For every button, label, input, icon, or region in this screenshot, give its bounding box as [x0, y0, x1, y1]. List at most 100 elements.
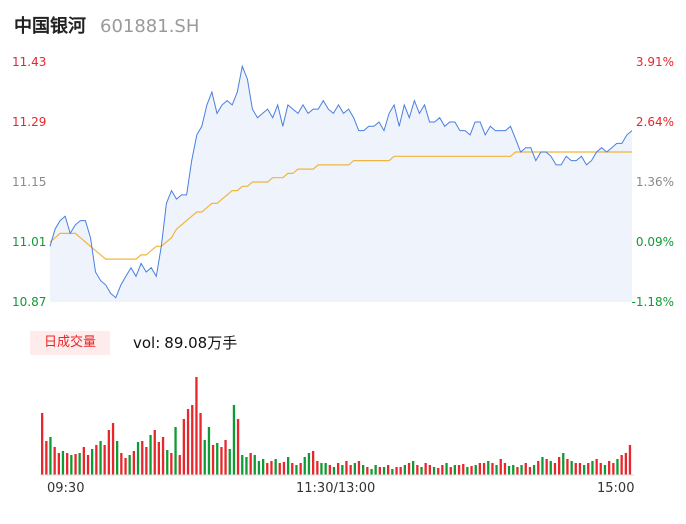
volume-bars [41, 377, 632, 475]
volume-bar [228, 449, 231, 475]
volume-bar [124, 458, 127, 475]
volume-bar [182, 419, 185, 475]
volume-bar [370, 469, 373, 475]
volume-bar [332, 467, 336, 475]
price-tick-4: 11.01 [12, 235, 47, 249]
volume-bar [307, 453, 311, 475]
time-label-open: 09:30 [47, 481, 85, 496]
volume-bar [366, 467, 369, 475]
volume-bar [145, 447, 148, 475]
volume-bar [612, 463, 615, 475]
pct-tick-1: 3.91% [635, 55, 674, 69]
volume-bar [45, 441, 48, 475]
time-label-midday: 11:30/13:00 [296, 481, 376, 496]
volume-bar [153, 430, 156, 475]
volume-bar [128, 455, 131, 475]
volume-bar [437, 468, 440, 475]
volume-bar [120, 453, 123, 475]
volume-bar [186, 409, 190, 475]
volume-bar [503, 463, 507, 475]
volume-bar [61, 451, 65, 475]
volume-bar [387, 465, 390, 475]
price-line [49, 64, 633, 299]
volume-bar [499, 459, 502, 475]
volume-bar [211, 445, 215, 475]
volume-bar [382, 467, 386, 475]
volume-bar [178, 455, 181, 475]
volume-bar [41, 413, 44, 475]
volume-bar [266, 463, 269, 475]
volume-bar [232, 405, 236, 475]
volume-bar [245, 457, 248, 475]
volume-bar [403, 465, 406, 475]
volume-bar [432, 467, 436, 475]
volume-bar [495, 465, 498, 475]
volume-bar [274, 459, 277, 475]
price-tick-3: 11.15 [12, 175, 47, 189]
volume-bar [341, 465, 344, 475]
volume-bar [312, 451, 315, 475]
average-price-line [49, 151, 632, 260]
volume-bar [549, 461, 552, 475]
volume-bar [170, 453, 173, 475]
volume-bar [428, 465, 431, 475]
volume-bar [474, 465, 477, 475]
volume-bar [241, 455, 244, 475]
volume-bar [587, 463, 590, 475]
volume-bar [282, 462, 286, 475]
volume-bar [349, 465, 352, 475]
price-tick-5: 10.87 [12, 295, 47, 309]
volume-bar [595, 459, 598, 475]
volume-bar [95, 445, 98, 475]
volume-bar [203, 440, 206, 475]
volume-bar [532, 465, 536, 475]
volume-bar [249, 453, 252, 475]
volume-bar [199, 413, 202, 475]
volume-bar [570, 461, 573, 475]
volume-bar [412, 461, 415, 475]
time-label-close: 15:00 [597, 481, 635, 496]
volume-bar [487, 461, 490, 475]
volume-bar [220, 447, 223, 475]
volume-bar [166, 450, 169, 475]
volume-bar [149, 435, 152, 475]
volume-bar [278, 463, 281, 475]
volume-bar [70, 455, 73, 475]
volume-bar [616, 459, 619, 475]
pct-tick-3: 1.36% [635, 175, 674, 189]
volume-bar [270, 461, 273, 475]
volume-bar [195, 377, 198, 475]
volume-bar [453, 465, 456, 475]
volume-bar [420, 467, 423, 475]
volume-bar [253, 455, 256, 475]
volume-bar [407, 463, 411, 475]
volume-bar [337, 463, 340, 475]
volume-bar [136, 442, 140, 475]
volume-bar [528, 467, 532, 475]
volume-bar [53, 447, 56, 475]
volume-tab[interactable]: 日成交量 [30, 331, 110, 355]
volume-bar [111, 423, 115, 475]
volume-bar [103, 445, 106, 475]
volume-bar [583, 465, 586, 475]
volume-bar [457, 465, 461, 475]
pct-tick-5: -1.18% [631, 295, 674, 309]
volume-bar [291, 463, 294, 475]
volume-readout: vol: 89.08万手 [129, 332, 237, 353]
volume-bar [132, 451, 135, 475]
volume-bar [516, 467, 519, 475]
volume-bar [328, 465, 331, 475]
volume-bar [299, 463, 302, 475]
volume-bar [207, 427, 211, 475]
volume-bar [257, 461, 261, 475]
volume-bar [541, 457, 544, 475]
volume-bar [608, 461, 611, 475]
volume-bar [295, 465, 298, 475]
volume-bar [157, 442, 160, 475]
volume-bar [262, 459, 265, 475]
volume-bar [91, 449, 94, 475]
volume-bar [416, 465, 419, 475]
volume-bar [591, 461, 594, 475]
volume-bar [357, 461, 361, 475]
volume-bar [86, 455, 90, 475]
